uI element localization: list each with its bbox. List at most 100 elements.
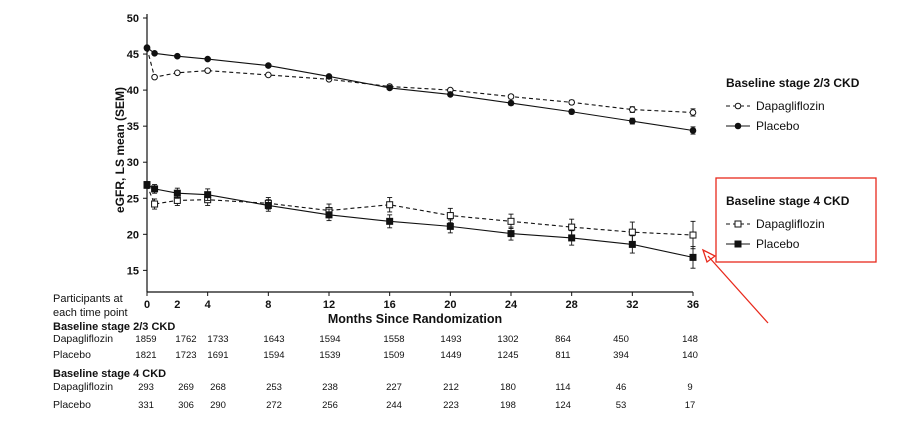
data-point (143, 181, 151, 189)
data-point (734, 240, 742, 248)
legend-item-label: Dapagliflozin (756, 99, 825, 113)
data-point (386, 84, 393, 92)
data-point (629, 117, 636, 125)
y-tick-label: 40 (127, 85, 139, 97)
data-point (447, 91, 454, 98)
participants-count: 1821 (135, 350, 156, 361)
participants-group-title: Baseline stage 2/3 CKD (53, 321, 175, 333)
participants-count: 46 (616, 382, 627, 393)
participants-count: 1539 (319, 350, 340, 361)
annotation-arrow-line (707, 255, 769, 324)
data-point (689, 109, 697, 116)
x-tick-label: 20 (444, 299, 456, 311)
participants-count: 148 (682, 334, 698, 345)
y-tick-label: 15 (127, 265, 139, 277)
data-point (734, 102, 742, 110)
participants-count: 1449 (440, 350, 461, 361)
data-point (507, 99, 515, 107)
data-point (151, 73, 158, 81)
participants-count: 180 (500, 382, 516, 393)
y-axis-label: eGFR, LS mean (SEM) (113, 87, 127, 213)
x-tick-label: 2 (174, 299, 180, 311)
data-point (446, 212, 454, 220)
participants-count: 124 (555, 400, 571, 411)
x-tick-label: 8 (265, 299, 271, 311)
x-tick-label: 12 (323, 299, 335, 311)
data-point (689, 231, 697, 239)
data-point (689, 253, 697, 261)
participants-count: 1558 (383, 334, 404, 345)
data-point (568, 234, 576, 242)
legend-title: Baseline stage 2/3 CKD (726, 76, 860, 90)
participants-count: 811 (555, 350, 570, 361)
x-axis-label: Months Since Randomization (328, 312, 502, 326)
legend-item-label: Placebo (756, 119, 800, 133)
participants-count: 140 (682, 350, 698, 361)
participants-count: 238 (322, 382, 338, 393)
participants-count: 1723 (175, 350, 196, 361)
participants-count: 198 (500, 400, 516, 411)
series-line (146, 184, 694, 258)
data-point (325, 73, 333, 80)
participants-count: 1245 (497, 350, 518, 361)
participants-count: 1691 (207, 350, 228, 361)
participants-count: 272 (266, 400, 282, 411)
participants-count: 450 (613, 334, 629, 345)
participants-count: 1859 (135, 334, 156, 345)
participants-count: 306 (178, 400, 194, 411)
data-point (204, 55, 211, 63)
data-point (174, 52, 181, 60)
participants-header-line: Participants at (53, 293, 123, 305)
participants-count: 1302 (497, 334, 518, 345)
participants-count: 293 (138, 382, 154, 393)
participants-count: 1594 (319, 334, 340, 345)
participants-row-label: Dapagliflozin (53, 381, 113, 393)
participants-count: 1594 (263, 350, 284, 361)
data-point (265, 62, 272, 69)
y-tick-label: 30 (127, 157, 139, 169)
participants-count: 114 (555, 382, 570, 393)
participants-count: 1733 (207, 334, 228, 345)
data-point (568, 99, 575, 106)
y-tick-label: 35 (127, 121, 139, 133)
data-point (689, 127, 697, 134)
x-tick-label: 36 (687, 299, 699, 311)
x-tick-label: 28 (566, 299, 578, 311)
legend-title: Baseline stage 4 CKD (726, 194, 850, 208)
participants-count: 223 (443, 400, 459, 411)
x-tick-label: 32 (626, 299, 638, 311)
data-point (204, 191, 212, 199)
participants-row-label: Placebo (53, 349, 91, 361)
data-point (386, 217, 394, 225)
annotation-arrow-head (701, 248, 717, 264)
y-tick-label: 50 (127, 13, 139, 25)
data-point (628, 240, 636, 248)
participants-count: 268 (210, 382, 226, 393)
data-point (507, 230, 515, 238)
participants-count: 256 (322, 400, 338, 411)
participants-count: 269 (178, 382, 194, 393)
x-tick-label: 4 (205, 299, 212, 311)
data-point (628, 228, 636, 236)
data-point (325, 211, 333, 219)
data-point (265, 71, 272, 79)
participants-header-line: each time point (53, 307, 128, 319)
participants-count: 1493 (440, 334, 461, 345)
data-point (446, 222, 454, 230)
participants-row-label: Dapagliflozin (53, 333, 113, 345)
participants-count: 331 (138, 400, 154, 411)
data-point (173, 189, 181, 197)
data-point (568, 223, 576, 231)
x-tick-label: 16 (384, 299, 396, 311)
legend-item-label: Dapagliflozin (756, 217, 825, 231)
data-point (507, 93, 515, 100)
series-line (146, 47, 694, 132)
participants-count: 1762 (175, 334, 196, 345)
data-point (204, 67, 211, 74)
data-point (734, 122, 742, 130)
participants-count: 1643 (263, 334, 284, 345)
data-point (151, 185, 159, 193)
participants-count: 17 (685, 400, 696, 411)
data-point (507, 217, 515, 225)
data-point (143, 44, 151, 51)
